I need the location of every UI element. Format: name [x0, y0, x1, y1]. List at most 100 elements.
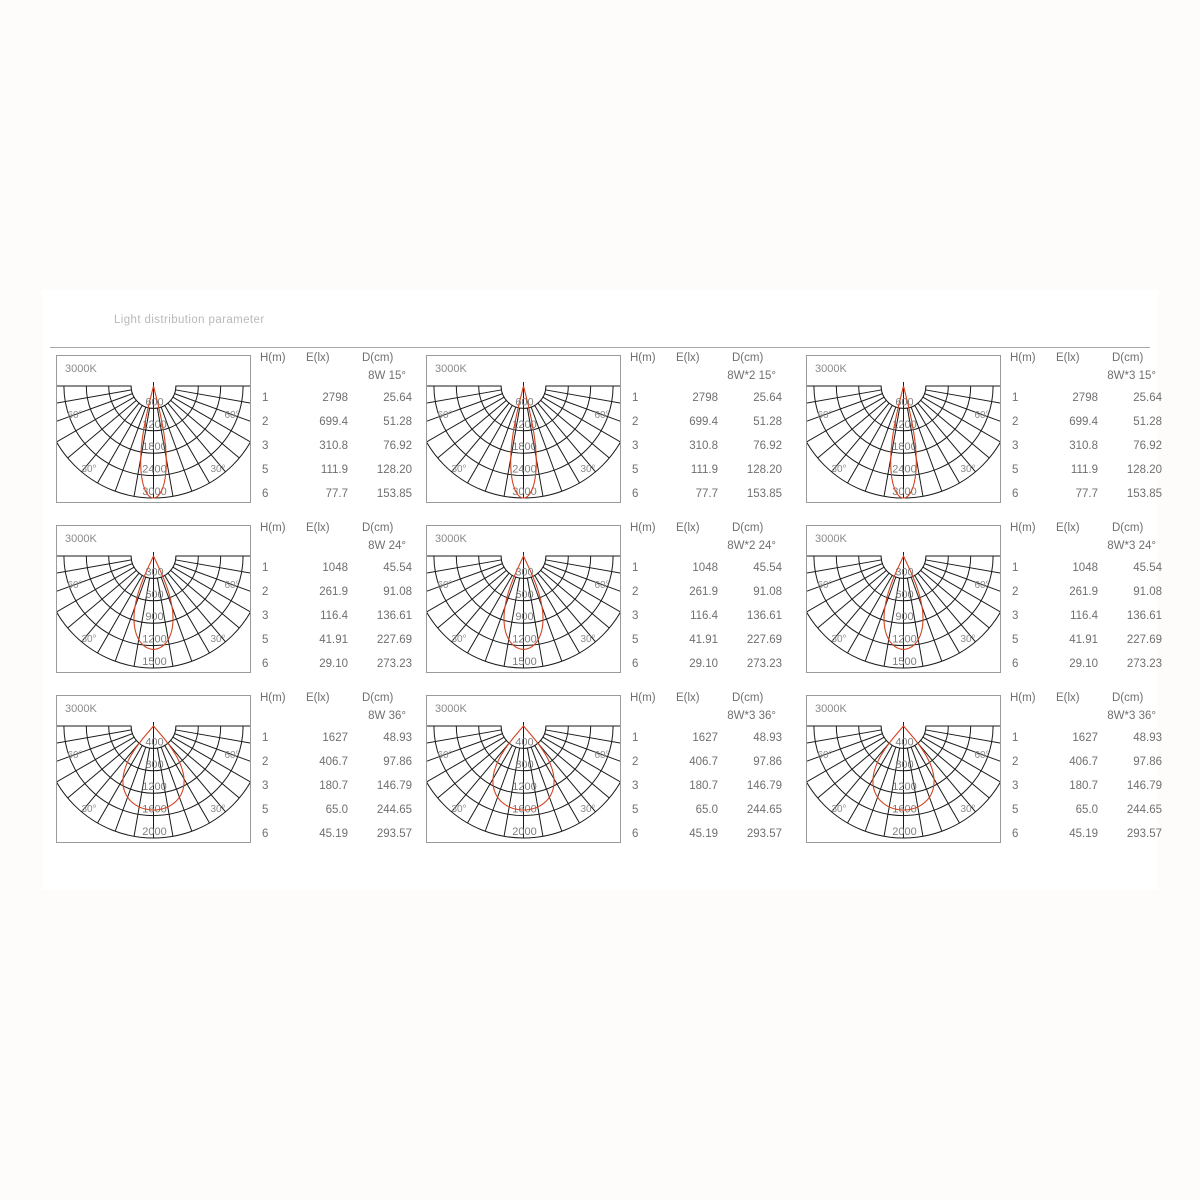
svg-text:30°: 30°	[210, 804, 225, 815]
svg-text:60°: 60°	[974, 750, 989, 761]
cell-e: 310.8	[319, 440, 348, 452]
cell-d: 76.92	[1133, 440, 1162, 452]
photometric-cell: 300 600 900 1200 1500 60° 60° 30° 30° 3000K H(m) E(…	[806, 522, 1166, 692]
cell-h: 2	[262, 416, 269, 428]
svg-text:1500: 1500	[512, 656, 536, 668]
cell-e: 1048	[692, 562, 718, 574]
svg-text:2000: 2000	[142, 826, 166, 838]
table-row: 2 699.4 51.28	[630, 416, 786, 440]
diagram-row: 600 1200 1800 2400 3000 60° 60° 30° 30° 3000K H(m)…	[42, 352, 1162, 522]
cell-h: 3	[632, 440, 639, 452]
column-header-e: E(lx)	[676, 522, 700, 534]
cell-d: 128.20	[1126, 464, 1162, 476]
svg-text:900: 900	[515, 611, 533, 623]
svg-text:60°: 60°	[594, 750, 609, 761]
cell-d: 91.08	[753, 586, 782, 598]
cell-h: 5	[262, 634, 269, 646]
column-header-e: E(lx)	[676, 692, 700, 704]
cell-e: 1627	[1072, 732, 1098, 744]
table-header-row: H(m) E(lx) D(cm)	[1010, 352, 1166, 370]
cell-e: 261.9	[319, 586, 348, 598]
cell-d: 51.28	[383, 416, 412, 428]
cell-d: 227.69	[746, 634, 782, 646]
title-divider	[50, 347, 1150, 348]
page-title: Light distribution parameter	[114, 314, 265, 326]
table-row: 3 310.8 76.92	[1010, 440, 1166, 464]
cell-d: 273.23	[1126, 658, 1162, 670]
cell-h: 3	[1012, 780, 1019, 792]
cell-d: 293.57	[376, 828, 412, 840]
table-row: 5 65.0 244.65	[630, 804, 786, 828]
cell-e: 29.10	[1069, 658, 1098, 670]
table-row: 3 180.7 146.79	[1010, 780, 1166, 804]
cell-e: 45.19	[1069, 828, 1098, 840]
table-row: 5 111.9 128.20	[1010, 464, 1166, 488]
variant-label: 8W*3 36°	[1107, 710, 1156, 722]
cell-e: 45.19	[689, 828, 718, 840]
photometric-table: H(m) E(lx) D(cm) 8W*3 36° 1 1627 48.93 2 406.7 97…	[1010, 692, 1166, 852]
cell-d: 48.93	[383, 732, 412, 744]
table-row: 1 1627 48.93	[630, 732, 786, 756]
table-row: 2 261.9 91.08	[630, 586, 786, 610]
cell-h: 1	[632, 562, 639, 574]
svg-text:30°: 30°	[81, 634, 96, 645]
svg-text:60°: 60°	[437, 580, 452, 591]
cell-h: 1	[632, 732, 639, 744]
diagram-row: 300 600 900 1200 1500 60° 60° 30° 30° 3000K H(m) E(…	[42, 522, 1162, 692]
table-row: 1 1627 48.93	[1010, 732, 1166, 756]
cell-e: 699.4	[319, 416, 348, 428]
photometric-cell: 400 800 1200 1600 2000 60° 60° 30° 30° 3000K H(m) E…	[426, 692, 786, 862]
column-header-e: E(lx)	[1056, 692, 1080, 704]
svg-text:60°: 60°	[817, 750, 832, 761]
svg-text:600: 600	[515, 589, 533, 601]
table-header-row: H(m) E(lx) D(cm)	[260, 692, 416, 710]
photometric-table: H(m) E(lx) D(cm) 8W 24° 1 1048 45.54 2 261.9 91.0…	[260, 522, 416, 682]
cell-d: 136.61	[376, 610, 412, 622]
svg-text:1200: 1200	[142, 419, 166, 431]
cell-d: 136.61	[746, 610, 782, 622]
cell-e: 1627	[692, 732, 718, 744]
cell-h: 5	[1012, 634, 1019, 646]
cell-h: 3	[262, 780, 269, 792]
diagram-grid: 600 1200 1800 2400 3000 60° 60° 30° 30° 3000K H(m)…	[42, 352, 1162, 862]
column-header-d: D(cm)	[362, 352, 394, 364]
svg-text:400: 400	[895, 736, 913, 748]
svg-text:30°: 30°	[210, 634, 225, 645]
photometric-cell: 300 600 900 1200 1500 60° 60° 30° 30° 3000K H(m) E(…	[56, 522, 416, 692]
cell-h: 6	[632, 658, 639, 670]
svg-text:300: 300	[515, 566, 533, 578]
cell-d: 153.85	[376, 488, 412, 500]
cell-d: 136.61	[1126, 610, 1162, 622]
table-header-row: H(m) E(lx) D(cm)	[630, 692, 786, 710]
variant-label: 8W*3 24°	[1107, 540, 1156, 552]
column-header-d: D(cm)	[362, 522, 394, 534]
cell-e: 2798	[692, 392, 718, 404]
svg-text:3000K: 3000K	[815, 363, 847, 375]
cell-d: 244.65	[376, 804, 412, 816]
cell-e: 1627	[322, 732, 348, 744]
table-row: 1 1048 45.54	[260, 562, 416, 586]
table-row: 6 29.10 273.23	[260, 658, 416, 682]
polar-light-distribution-diagram: 600 1200 1800 2400 3000 60° 60° 30° 30° 3000K	[426, 355, 621, 503]
svg-text:30°: 30°	[451, 464, 466, 475]
cell-h: 5	[262, 464, 269, 476]
svg-text:1200: 1200	[142, 634, 166, 646]
cell-e: 406.7	[689, 756, 718, 768]
svg-text:60°: 60°	[67, 750, 82, 761]
column-header-d: D(cm)	[732, 522, 764, 534]
cell-e: 77.7	[325, 488, 348, 500]
column-header-e: E(lx)	[306, 352, 330, 364]
svg-text:30°: 30°	[210, 464, 225, 475]
column-header-e: E(lx)	[306, 522, 330, 534]
svg-text:3000K: 3000K	[435, 533, 467, 545]
column-header-e: E(lx)	[1056, 522, 1080, 534]
table-row: 2 699.4 51.28	[1010, 416, 1166, 440]
table-header-row: H(m) E(lx) D(cm)	[260, 522, 416, 540]
column-header-h: H(m)	[630, 692, 656, 704]
cell-d: 48.93	[753, 732, 782, 744]
svg-text:600: 600	[145, 589, 163, 601]
svg-text:2400: 2400	[892, 464, 916, 476]
cell-h: 1	[1012, 732, 1019, 744]
column-header-d: D(cm)	[732, 352, 764, 364]
cell-h: 5	[1012, 464, 1019, 476]
